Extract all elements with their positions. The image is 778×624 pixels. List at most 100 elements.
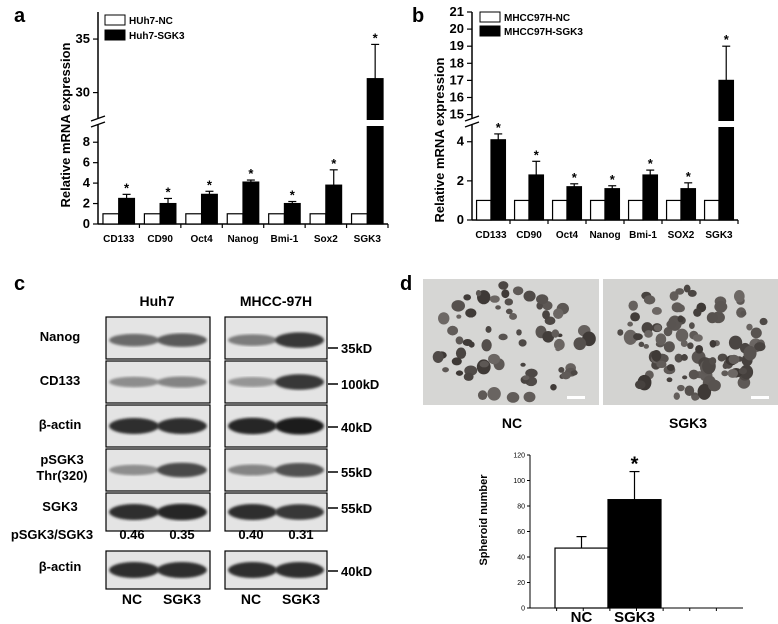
x-tick-label: SOX2 [668, 230, 695, 241]
spheroid [481, 339, 492, 352]
y-tick-label: 2 [457, 173, 464, 188]
y-tick-label: 8 [83, 134, 90, 149]
blot-band [228, 377, 278, 387]
bar-nc [143, 213, 161, 225]
blot-band [156, 503, 207, 521]
legend-swatch-sgk3-b [479, 25, 501, 37]
y-tick-label: 18 [450, 55, 464, 70]
group-label-mhcc97h: MHCC-97H [240, 293, 312, 309]
spheroid-panel: NC SGK3 0 20 40 60 80 100 120 NC * SGK3 Spheroid … [423, 279, 778, 624]
spheroid [630, 312, 640, 322]
y-tick-label: 120 [513, 453, 525, 460]
significance-star: * [290, 188, 296, 203]
lane-label: NC [241, 591, 261, 607]
bar-nc [350, 213, 368, 225]
spheroid [721, 370, 729, 377]
bar [607, 499, 662, 609]
blot-band [228, 464, 278, 476]
y-tick-label: 100 [513, 478, 525, 485]
bar-break [365, 120, 386, 126]
bar-nc [185, 213, 203, 225]
spheroid [653, 324, 662, 332]
spheroid-image-nc [423, 279, 599, 405]
spheroid [555, 346, 561, 352]
bar-sgk3 [159, 202, 177, 225]
x-tick-label: SGK3 [705, 230, 733, 241]
spheroid [438, 312, 450, 325]
spheroid [451, 300, 466, 312]
spheroid [570, 370, 578, 376]
blot-band [109, 333, 160, 347]
spheroid [627, 321, 633, 327]
blot-band [156, 333, 207, 347]
significance-star: * [331, 156, 337, 171]
spheroid [487, 386, 501, 401]
spheroid [738, 367, 747, 375]
x-tick-label: CD133 [475, 230, 507, 241]
spheroid [573, 337, 587, 351]
bar-sgk3 [604, 188, 621, 221]
spheroid [743, 345, 757, 361]
lane-label: SGK3 [163, 591, 201, 607]
spheroid [669, 291, 679, 301]
spheroid [522, 375, 530, 381]
y-tick-label: 40 [517, 555, 525, 562]
panel-label-c: c [14, 273, 25, 295]
significance-star: * [373, 30, 379, 45]
bar-sgk3 [490, 139, 507, 221]
spheroid [465, 308, 477, 318]
y-tick-label: 6 [83, 155, 90, 170]
blot-band [156, 562, 207, 578]
bar-sgk3 [118, 197, 136, 225]
spheroid [687, 289, 697, 297]
blot-band [274, 374, 324, 390]
x-tick-label: CD90 [516, 230, 542, 241]
y-axis-label-a: Relative mRNA expression [58, 42, 73, 207]
x-tick-label: Oct4 [556, 230, 579, 241]
significance-star: * [165, 184, 171, 199]
blot-band [109, 504, 160, 520]
lane-label: NC [122, 591, 142, 607]
bar-nc [475, 199, 492, 221]
spheroid [750, 327, 762, 339]
spheroid [550, 383, 557, 391]
row-label-thr320: Thr(320) [36, 468, 87, 483]
y-tick-label: 4 [83, 175, 91, 190]
chart-a: 0 2 4 6 8 30 35 * * * * * * * CD133 CD90 Oct4 Nanog Bmi-… [58, 12, 389, 245]
row-label-nanog: Nanog [40, 329, 81, 344]
spheroid [733, 290, 745, 303]
blot-band [156, 418, 207, 434]
y-tick-label: 16 [450, 89, 464, 104]
spheroid [551, 329, 560, 338]
significance-star: * [124, 180, 130, 195]
spheroid [628, 300, 638, 311]
bar-nc [226, 213, 244, 225]
panel-label-b: b [412, 5, 424, 27]
spheroid [456, 314, 462, 319]
scale-bar [567, 396, 585, 399]
bar-sgk3 [642, 174, 659, 221]
blot-band [228, 417, 278, 435]
bar-sgk3 [718, 79, 735, 221]
y-tick-label: 21 [450, 4, 464, 19]
spheroid [553, 308, 564, 319]
spheroid [674, 353, 683, 363]
spheroid [638, 341, 645, 347]
ratio-value: 0.40 [238, 527, 263, 542]
bar-sgk3 [366, 78, 384, 225]
bar-nc [627, 199, 644, 221]
spheroid [495, 305, 501, 310]
spheroid [693, 308, 702, 317]
blot-band [228, 504, 278, 520]
spheroid [504, 298, 514, 306]
row-label-psgk3: pSGK3 [40, 452, 83, 467]
spheroid [727, 368, 739, 378]
group-label-huh7: Huh7 [140, 293, 175, 309]
blot-band [274, 332, 324, 348]
spheroid [663, 326, 673, 337]
spheroid [505, 308, 513, 315]
bar-break [717, 121, 736, 127]
bar-sgk3 [566, 186, 583, 221]
spheroid [518, 339, 527, 347]
chart-b: 0 2 4 15 16 17 18 19 20 21 * * * * * * * CD133 CD90 Oct4 N… [432, 4, 739, 241]
